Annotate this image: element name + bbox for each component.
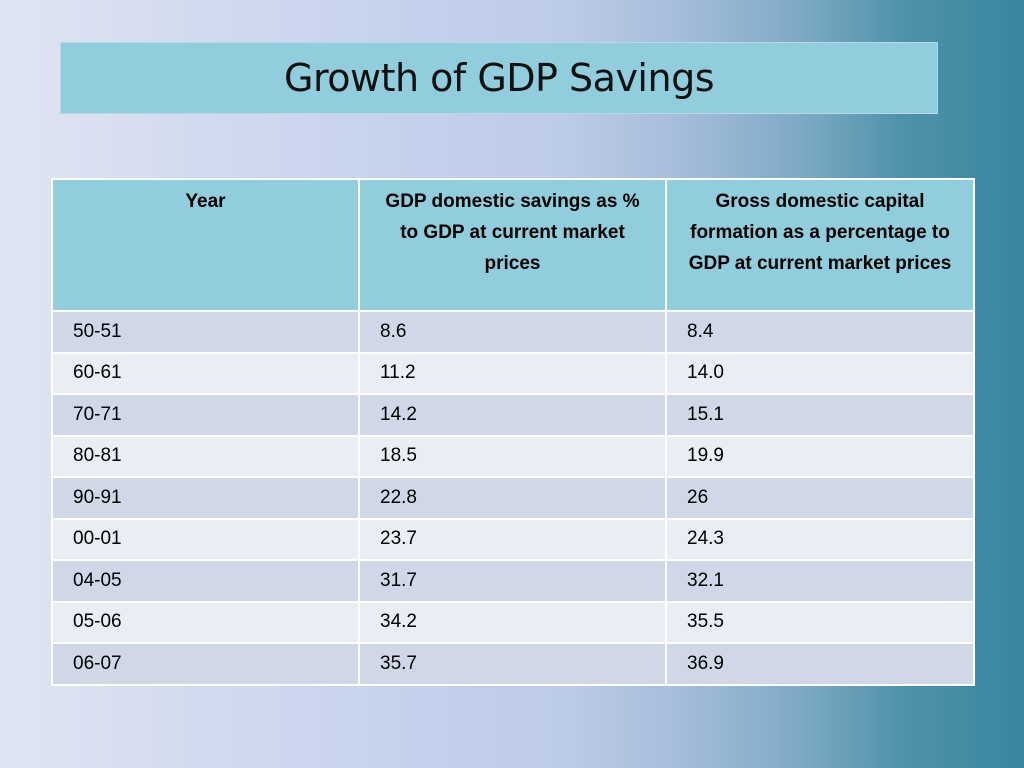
slide-title: Growth of GDP Savings — [284, 56, 715, 100]
table-row: 00-01 23.7 24.3 — [51, 517, 975, 561]
savings-cell: 23.7 — [358, 517, 667, 561]
savings-cell: 8.6 — [358, 310, 667, 354]
capital-formation-cell: 26 — [665, 476, 975, 520]
capital-formation-cell: 15.1 — [665, 393, 975, 437]
header-gdp-domestic-savings: GDP domestic savings as % to GDP at curr… — [358, 178, 667, 312]
capital-formation-cell: 36.9 — [665, 642, 975, 686]
capital-formation-cell: 19.9 — [665, 434, 975, 478]
table-row: 60-61 11.2 14.0 — [51, 351, 975, 395]
year-cell: 70-71 — [51, 393, 360, 437]
table-row: 90-91 22.8 26 — [51, 476, 975, 520]
year-cell: 50-51 — [51, 310, 360, 354]
capital-formation-cell: 35.5 — [665, 600, 975, 644]
capital-formation-cell: 14.0 — [665, 351, 975, 395]
year-cell: 04-05 — [51, 559, 360, 603]
table-row: 70-71 14.2 15.1 — [51, 393, 975, 437]
header-year: Year — [51, 178, 360, 312]
table-header-row: Year GDP domestic savings as % to GDP at… — [51, 178, 975, 312]
savings-cell: 31.7 — [358, 559, 667, 603]
year-cell: 60-61 — [51, 351, 360, 395]
year-cell: 05-06 — [51, 600, 360, 644]
table-row: 50-51 8.6 8.4 — [51, 310, 975, 354]
savings-cell: 14.2 — [358, 393, 667, 437]
table-row: 06-07 35.7 36.9 — [51, 642, 975, 686]
table-row: 80-81 18.5 19.9 — [51, 434, 975, 478]
year-cell: 80-81 — [51, 434, 360, 478]
capital-formation-cell: 32.1 — [665, 559, 975, 603]
table-row: 04-05 31.7 32.1 — [51, 559, 975, 603]
table-row: 05-06 34.2 35.5 — [51, 600, 975, 644]
savings-cell: 11.2 — [358, 351, 667, 395]
title-box: Growth of GDP Savings — [60, 42, 938, 114]
savings-cell: 18.5 — [358, 434, 667, 478]
gdp-savings-table: Year GDP domestic savings as % to GDP at… — [51, 178, 975, 686]
savings-cell: 22.8 — [358, 476, 667, 520]
header-gross-capital-formation: Gross domestic capital formation as a pe… — [665, 178, 975, 312]
savings-cell: 34.2 — [358, 600, 667, 644]
capital-formation-cell: 24.3 — [665, 517, 975, 561]
year-cell: 00-01 — [51, 517, 360, 561]
year-cell: 90-91 — [51, 476, 360, 520]
capital-formation-cell: 8.4 — [665, 310, 975, 354]
year-cell: 06-07 — [51, 642, 360, 686]
savings-cell: 35.7 — [358, 642, 667, 686]
